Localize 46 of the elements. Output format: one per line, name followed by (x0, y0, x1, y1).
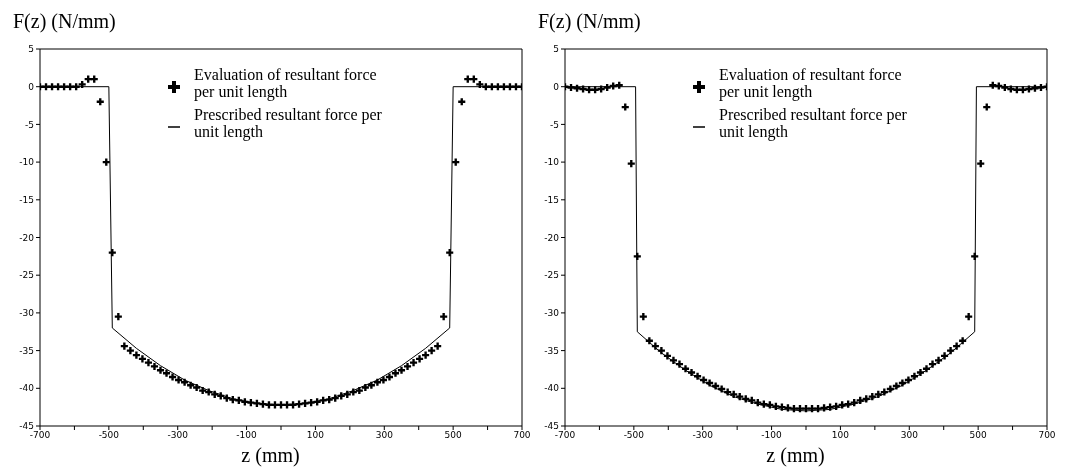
y-tick-label: -35 (544, 345, 559, 356)
y-tick-label: -15 (544, 195, 559, 205)
x-tick-label: -300 (167, 430, 189, 441)
legend-label: Prescribed resultant force per unit length (719, 106, 908, 140)
y-tick-label: 0 (553, 81, 560, 92)
y-tick-label: -20 (19, 232, 35, 243)
x-axis-title: z (mm) (240, 444, 301, 467)
y-tick-label: 5 (553, 44, 559, 55)
x-tick-label: 700 (1038, 430, 1056, 441)
y-tick-label: -45 (19, 421, 34, 432)
x-axis-title: z (mm) (765, 444, 826, 467)
x-tick-label: -100 (761, 430, 783, 441)
x-tick-label: -100 (236, 430, 258, 441)
y-axis-title: F(z) (N/mm) (13, 10, 116, 33)
x-tick-label: 700 (513, 430, 531, 441)
x-tick-label: 100 (831, 430, 850, 441)
legend-label: Evaluation of resultant force per unit length (194, 66, 378, 100)
y-tick-label: -5 (25, 119, 34, 130)
x-tick-label: -500 (623, 430, 645, 441)
y-tick-label: -25 (544, 270, 559, 281)
y-tick-label: 0 (28, 81, 35, 92)
y-tick-label: -40 (544, 383, 560, 394)
y-tick-label: -25 (19, 270, 34, 281)
x-tick-label: -700 (29, 430, 51, 441)
x-tick-label: -500 (98, 430, 120, 441)
y-tick-label: -20 (544, 232, 560, 243)
x-tick-label: 300 (900, 430, 919, 441)
y-tick-label: -35 (19, 345, 34, 356)
y-axis-title: F(z) (N/mm) (538, 10, 641, 33)
y-tick-label: 5 (28, 44, 34, 55)
y-tick-label: -30 (544, 308, 560, 319)
y-tick-label: -10 (544, 157, 560, 168)
y-tick-label: -10 (19, 157, 35, 168)
y-tick-label: -30 (19, 308, 35, 319)
x-tick-label: -300 (692, 430, 714, 441)
x-tick-label: 500 (969, 430, 987, 441)
y-tick-label: -5 (550, 119, 559, 130)
x-tick-label: 100 (306, 430, 325, 441)
x-tick-label: 300 (375, 430, 394, 441)
legend-label: Evaluation of resultant force per unit length (719, 66, 903, 100)
legend-label: Prescribed resultant force per unit length (194, 106, 383, 140)
y-tick-label: -40 (19, 383, 35, 394)
x-tick-label: -700 (554, 430, 576, 441)
x-tick-label: 500 (444, 430, 462, 441)
y-tick-label: -45 (544, 421, 559, 432)
y-tick-label: -15 (19, 195, 34, 205)
